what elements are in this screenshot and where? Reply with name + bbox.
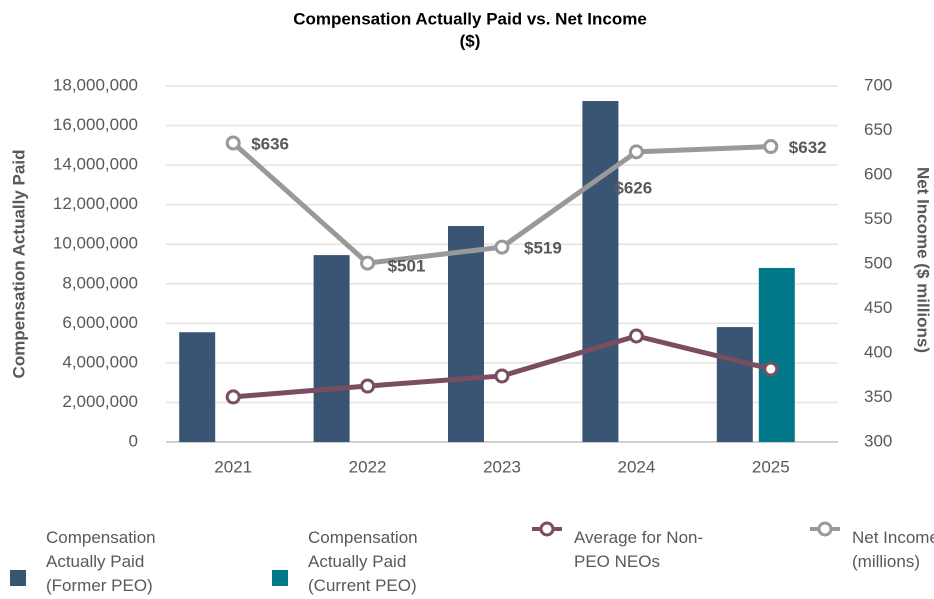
legend-marker	[532, 521, 562, 537]
point	[360, 255, 376, 271]
x-tick-label: 2024	[617, 457, 655, 476]
legend-marker	[810, 521, 840, 537]
y2-tick-label: 500	[864, 253, 892, 272]
y-tick-label: 12,000,000	[53, 194, 138, 213]
x-tick-label: 2025	[752, 457, 790, 476]
data-label: $501	[388, 257, 426, 276]
bar	[313, 255, 350, 442]
chart-title: Compensation Actually Paid vs. Net Incom…	[293, 9, 647, 28]
y2-tick-label: 450	[864, 298, 892, 317]
y2-tick-label: 400	[864, 342, 892, 361]
chart-subtitle: ($)	[460, 31, 481, 50]
data-label: $632	[789, 138, 827, 157]
y-tick-label: 0	[129, 431, 138, 450]
y2-tick-label: 300	[864, 431, 892, 450]
y2-tick-label: 350	[864, 387, 892, 406]
legend-swatch	[10, 570, 26, 586]
y-tick-label: 8,000,000	[62, 273, 138, 292]
point	[360, 378, 376, 394]
y-axis-title: Compensation Actually Paid	[9, 150, 28, 379]
data-label: $519	[524, 239, 562, 258]
y-tick-label: 16,000,000	[53, 115, 138, 134]
y2-tick-label: 550	[864, 209, 892, 228]
chart: Compensation Actually Paid vs. Net Incom…	[9, 9, 933, 476]
point	[763, 139, 779, 155]
bar	[448, 226, 484, 442]
legend-swatch	[272, 570, 288, 586]
y-tick-label: 6,000,000	[62, 313, 138, 332]
point	[628, 144, 644, 160]
x-tick-label: 2021	[214, 457, 252, 476]
point	[494, 368, 510, 384]
legend-marker	[272, 570, 288, 586]
y-tick-label: 4,000,000	[62, 352, 138, 371]
x-tick-label: 2022	[349, 457, 387, 476]
bar	[179, 332, 216, 442]
y-tick-label: 10,000,000	[53, 234, 138, 253]
y-tick-label: 2,000,000	[62, 392, 138, 411]
legend-point	[539, 521, 555, 537]
legend-marker	[10, 570, 26, 586]
legend-point	[817, 521, 833, 537]
x-tick-label: 2023	[483, 457, 521, 476]
point	[225, 389, 241, 405]
point	[628, 328, 644, 344]
bar	[716, 327, 753, 442]
y2-tick-label: 700	[864, 75, 892, 94]
point	[225, 135, 241, 151]
y2-axis-title: Net Income ($ millions)	[914, 167, 933, 353]
y-tick-label: 18,000,000	[53, 75, 138, 94]
legend-label: Net Income (millions)	[852, 528, 934, 571]
y2-tick-label: 600	[864, 164, 892, 183]
y2-tick-label: 650	[864, 120, 892, 139]
bar	[582, 101, 619, 442]
bar	[758, 267, 795, 442]
legend-label: Average for Non-PEO NEOs	[574, 528, 704, 571]
data-label: $626	[614, 178, 652, 197]
legend-label: Compensation Actually Paid (Current PEO)	[308, 528, 418, 595]
y-tick-label: 14,000,000	[53, 155, 138, 174]
point	[494, 239, 510, 255]
legend-label: Compensation Actually Paid (Former PEO)	[46, 528, 156, 595]
point	[763, 361, 779, 377]
data-label: $636	[251, 134, 289, 153]
